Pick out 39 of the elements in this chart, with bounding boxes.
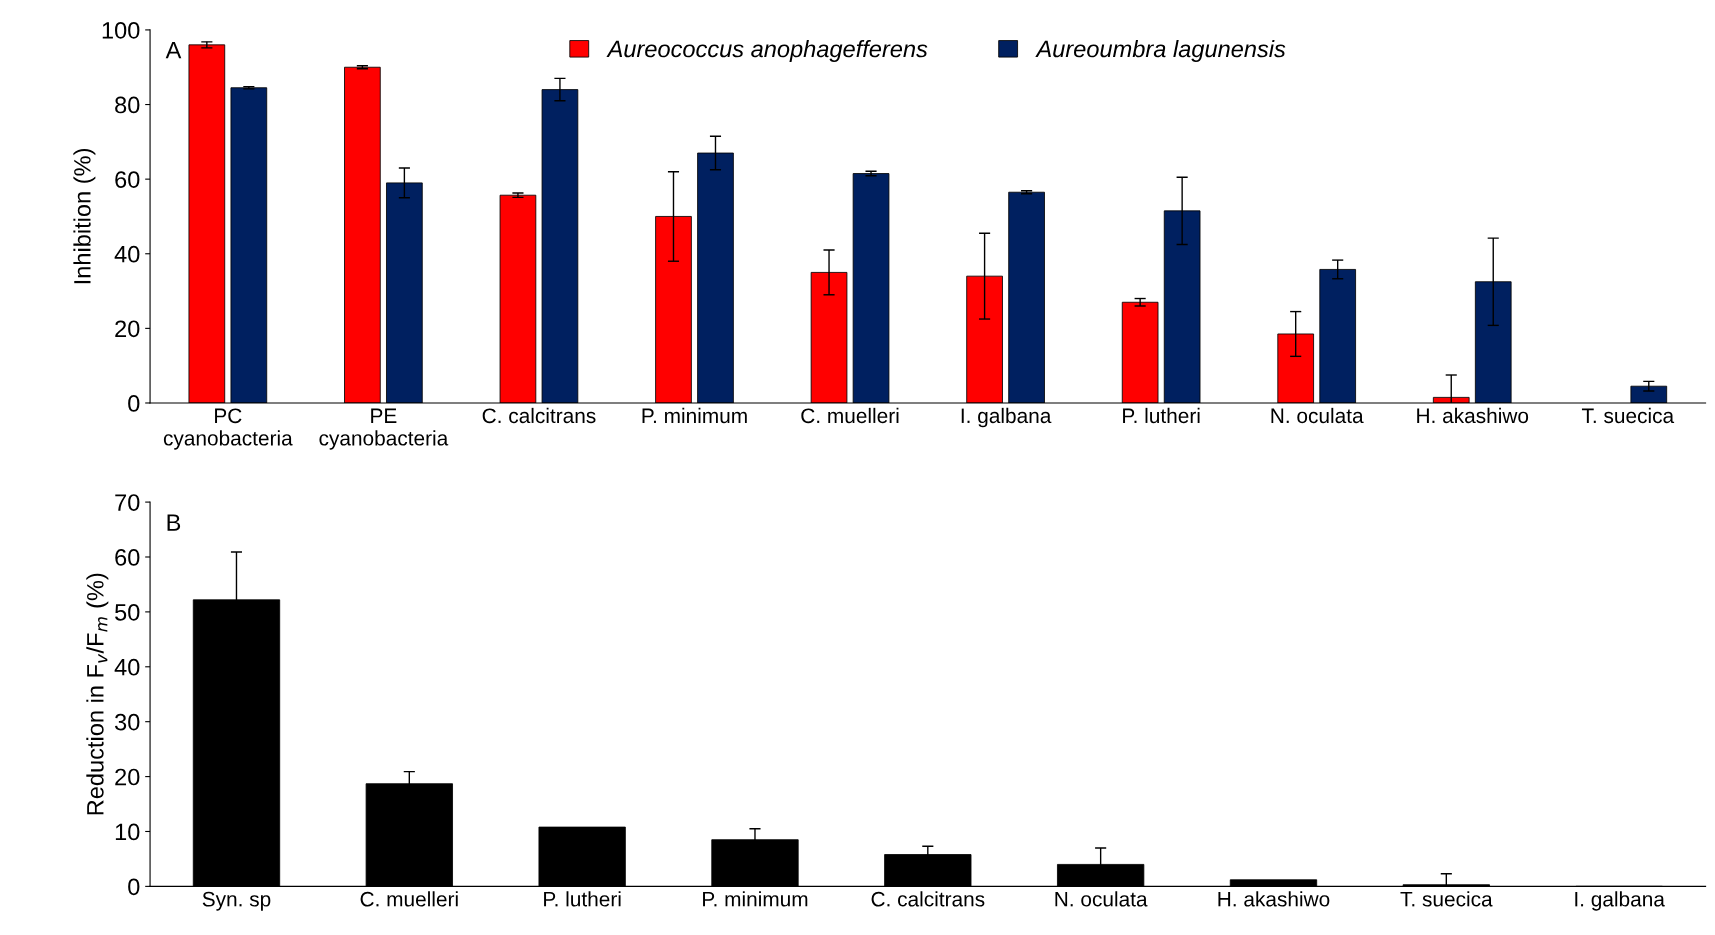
y-tick-label: 0 [128, 395, 140, 412]
x-tick-label: P. lutheri [1123, 407, 1200, 424]
x-tick-label: N. oculata [1055, 891, 1148, 907]
y-tick-label: 40 [114, 658, 140, 676]
y-axis-title: Reduction in F$_{v}$/F$_{m}$ (%) [86, 573, 109, 815]
x-tick-label: C. calcitrans [871, 891, 985, 907]
x-tick-label: T. suecica [1581, 407, 1675, 424]
y-tick-label: 80 [115, 96, 140, 114]
x-tick-label: P. minimum [703, 891, 808, 907]
y-tick-label: 20 [115, 320, 140, 338]
y-tick-label: 40 [114, 245, 140, 263]
annotation: A [165, 41, 182, 59]
y-axis-title: Inhibition (%) [73, 149, 96, 284]
x-tick-label: C. calcitrans [482, 407, 596, 424]
y-tick-label: 30 [114, 713, 140, 731]
x-tick-label: PC cyanobacteria [163, 408, 293, 450]
x-tick-label: T. suecica [1400, 891, 1493, 907]
x-tick-label: I. galbana [1575, 891, 1665, 911]
y-tick-label: 60 [115, 549, 140, 566]
x-tick-label: N. oculata [1271, 407, 1364, 424]
x-tick-label: C. muelleri [360, 891, 458, 907]
y-tick-label: 70 [115, 494, 140, 511]
y-tick-label: 100 [102, 21, 140, 39]
x-tick-label: H. akashiwo [1218, 891, 1330, 907]
x-tick-label: H. akashiwo [1417, 407, 1529, 424]
annotation: B [167, 514, 181, 531]
legend-label: Aureoumbra lagunensis [1035, 39, 1286, 62]
x-tick-label: C. muelleri [801, 407, 899, 424]
y-tick-label: 0 [128, 878, 140, 896]
x-tick-label: P. minimum [642, 407, 747, 424]
y-tick-label: 10 [115, 823, 140, 841]
legend-label: Aureococcus anophagefferens [606, 39, 928, 62]
x-tick-label: PE cyanobacteria [319, 408, 449, 450]
y-tick-label: 20 [115, 768, 140, 786]
y-tick-label: 50 [115, 603, 140, 621]
x-tick-label: P. lutheri [544, 891, 621, 907]
x-tick-label: I. galbana [961, 407, 1052, 428]
x-tick-label: Syn. sp [202, 891, 271, 911]
y-tick-label: 60 [115, 171, 140, 188]
